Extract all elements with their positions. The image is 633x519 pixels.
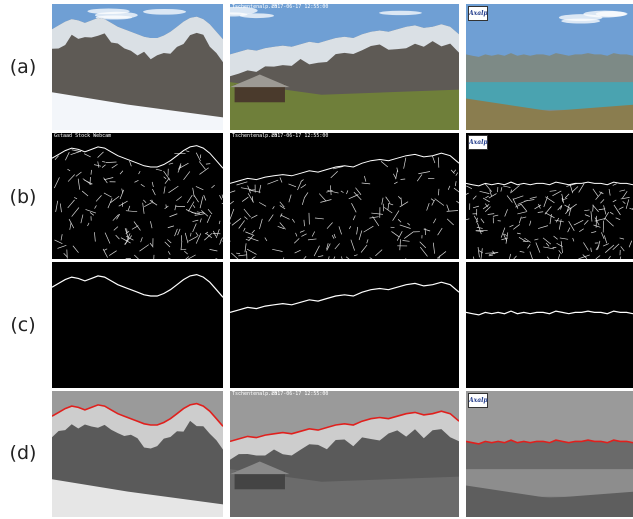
panel-skyline-col1	[52, 262, 223, 388]
panel-overlay-col1	[52, 391, 223, 517]
webcam-logo: Axalp	[468, 393, 488, 408]
webcam-logo: Axalp	[468, 6, 488, 21]
photo-image	[52, 4, 223, 130]
webcam-logo: Axalp	[468, 135, 488, 150]
edges-image	[52, 133, 223, 259]
skyline-image	[52, 262, 223, 388]
webcam-stamp: Gstaad Stock Webcam	[54, 133, 112, 139]
overlay-image	[230, 391, 459, 517]
overlay-image	[52, 391, 223, 517]
photo-image	[230, 4, 459, 130]
edges-image	[230, 133, 459, 259]
panel-edges-col3: Axalp	[466, 133, 633, 259]
row-label-overlay: (d)	[9, 442, 37, 464]
webcam-stamp: Tschentenalp.ch	[232, 391, 278, 397]
skyline-image	[230, 262, 459, 388]
panel-overlay-col2: Tschentenalp.ch 2017-06-17 12:55:00	[230, 391, 459, 517]
webcam-timestamp: 2017-06-17 12:55:00	[271, 133, 329, 139]
skyline-overlay-line	[466, 439, 633, 445]
panel-photo-col2: Tschentenalp.ch 2017-06-17 12:55:00	[230, 4, 459, 130]
panel-skyline-col3	[466, 262, 633, 388]
panel-photo-col3: Axalp	[466, 4, 633, 130]
row-label-edges: (b)	[9, 186, 37, 208]
skyline-line	[52, 273, 223, 298]
row-label-skyline: (c)	[10, 314, 36, 336]
panel-edges-col1: Gstaad Stock Webcam	[52, 133, 223, 259]
skyline-line	[466, 310, 633, 316]
webcam-stamp: Tschentenalp.ch	[232, 4, 278, 10]
photo-image	[466, 4, 633, 130]
skyline-line	[230, 281, 459, 313]
panel-photo-col1	[52, 4, 223, 130]
overlay-image	[466, 391, 633, 517]
row-label-photo: (a)	[9, 56, 37, 78]
skyline-image	[466, 262, 633, 388]
panel-edges-col2: Tschentenalp.ch 2017-06-17 12:55:00	[230, 133, 459, 259]
webcam-stamp: Tschentenalp.ch	[232, 133, 278, 139]
webcam-timestamp: 2017-06-17 12:55:00	[271, 4, 329, 10]
skyline-overlay-line	[52, 402, 223, 427]
panel-overlay-col3: Axalp	[466, 391, 633, 517]
edges-image	[466, 133, 633, 259]
webcam-timestamp: 2017-06-17 12:55:00	[271, 391, 329, 397]
skyline-overlay-line	[230, 410, 459, 443]
panel-skyline-col2	[230, 262, 459, 388]
